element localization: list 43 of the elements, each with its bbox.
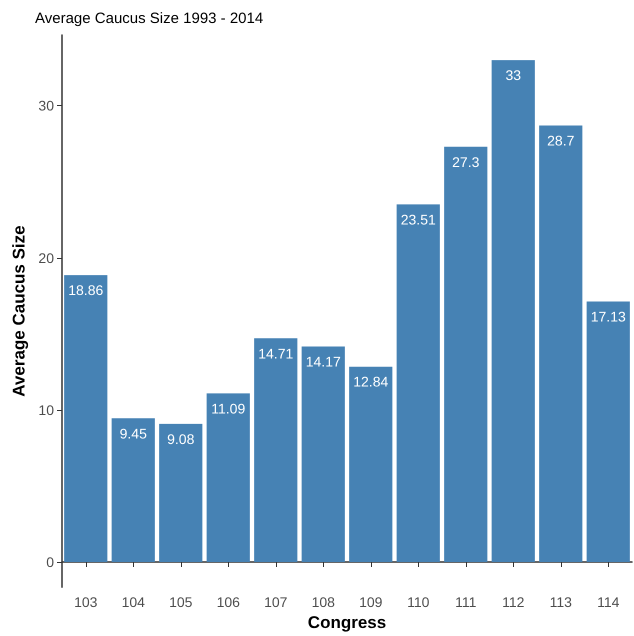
data-label: 23.51 [400, 211, 436, 228]
data-label: 18.86 [68, 282, 104, 298]
bar [112, 418, 155, 562]
x-tick-label: 114 [597, 594, 620, 610]
x-tick-label: 108 [312, 594, 336, 610]
y-axis-title: Average Caucus Size [10, 225, 29, 397]
x-tick-label: 110 [407, 594, 430, 610]
data-label: 11.09 [211, 400, 246, 416]
x-tick-label: 104 [122, 594, 146, 610]
bar [444, 146, 488, 562]
x-tick-label: 113 [550, 594, 572, 610]
y-tick-label: 30 [38, 98, 54, 114]
x-axis-title: Congress [308, 613, 386, 632]
data-label: 33 [505, 67, 522, 84]
x-tick-label: 106 [216, 594, 240, 610]
data-label: 28.7 [547, 132, 575, 148]
bar [396, 204, 440, 562]
x-tick-label: 112 [502, 594, 525, 610]
data-label: 14.17 [306, 353, 341, 370]
x-tick-label: 105 [169, 594, 193, 610]
bar [586, 301, 630, 562]
data-label: 14.71 [258, 345, 294, 362]
chart-title: Average Caucus Size 1993 - 2014 [35, 10, 264, 27]
bar [539, 125, 582, 562]
y-tick-label: 20 [38, 250, 54, 266]
data-label: 9.45 [120, 425, 148, 442]
data-label: 12.84 [353, 374, 388, 390]
y-tick-label: 0 [46, 554, 54, 570]
data-label: 27.3 [452, 154, 480, 170]
data-label: 9.08 [167, 430, 195, 447]
y-tick-label: 10 [38, 402, 54, 418]
bar [254, 338, 298, 562]
x-tick-label: 103 [74, 594, 98, 610]
bar [159, 424, 202, 562]
bar [302, 346, 345, 562]
bar [349, 366, 392, 562]
bar [64, 275, 108, 562]
x-tick-label: 109 [359, 594, 383, 610]
x-tick-label: 111 [455, 594, 477, 610]
x-tick-label: 107 [264, 594, 288, 610]
bar [492, 60, 535, 562]
data-label: 17.13 [590, 308, 626, 324]
bar [206, 393, 250, 562]
